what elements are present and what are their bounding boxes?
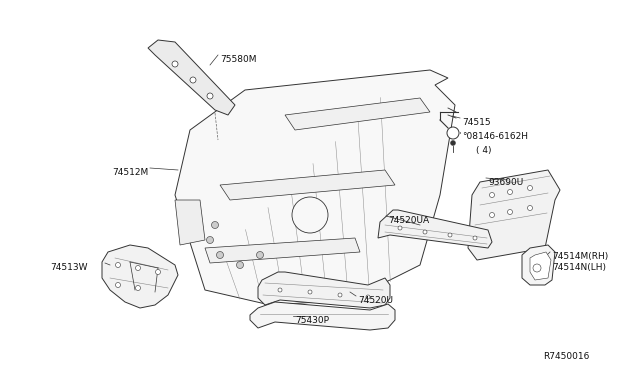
- Circle shape: [190, 77, 196, 83]
- Circle shape: [308, 290, 312, 294]
- Circle shape: [533, 264, 541, 272]
- Text: ( 4): ( 4): [476, 146, 492, 155]
- Polygon shape: [285, 98, 430, 130]
- Circle shape: [366, 295, 370, 299]
- Circle shape: [490, 212, 495, 218]
- Circle shape: [490, 192, 495, 198]
- Text: 74520UA: 74520UA: [388, 216, 429, 225]
- Text: 74514N(LH): 74514N(LH): [552, 263, 606, 272]
- Circle shape: [211, 221, 218, 228]
- Text: 74514M(RH): 74514M(RH): [552, 252, 608, 261]
- Polygon shape: [148, 40, 235, 115]
- Circle shape: [473, 236, 477, 240]
- Circle shape: [448, 233, 452, 237]
- Text: °08146-6162H: °08146-6162H: [462, 132, 528, 141]
- Polygon shape: [102, 245, 178, 308]
- Circle shape: [447, 127, 459, 139]
- Text: 74513W: 74513W: [50, 263, 88, 272]
- Text: 93690U: 93690U: [488, 178, 524, 187]
- Polygon shape: [250, 302, 395, 330]
- Polygon shape: [468, 170, 560, 260]
- Circle shape: [451, 141, 456, 145]
- Circle shape: [115, 282, 120, 288]
- Polygon shape: [530, 252, 551, 280]
- Circle shape: [398, 226, 402, 230]
- Polygon shape: [522, 245, 555, 285]
- Circle shape: [527, 205, 532, 211]
- Polygon shape: [378, 210, 492, 248]
- Circle shape: [257, 251, 264, 259]
- Circle shape: [237, 262, 243, 269]
- Circle shape: [527, 186, 532, 190]
- Polygon shape: [220, 170, 395, 200]
- Text: 74515: 74515: [462, 118, 491, 127]
- Circle shape: [207, 93, 213, 99]
- Circle shape: [423, 230, 427, 234]
- Text: R7450016: R7450016: [543, 352, 590, 361]
- Text: 75580M: 75580M: [220, 55, 257, 64]
- Polygon shape: [175, 70, 455, 305]
- Circle shape: [216, 251, 223, 259]
- Circle shape: [508, 189, 513, 195]
- Circle shape: [172, 61, 178, 67]
- Text: B: B: [451, 131, 456, 135]
- Polygon shape: [175, 200, 205, 245]
- Polygon shape: [258, 272, 390, 308]
- Circle shape: [156, 269, 161, 275]
- Circle shape: [278, 288, 282, 292]
- Circle shape: [338, 293, 342, 297]
- Circle shape: [207, 237, 214, 244]
- Polygon shape: [205, 238, 360, 263]
- Circle shape: [508, 209, 513, 215]
- Circle shape: [136, 285, 141, 291]
- Circle shape: [115, 263, 120, 267]
- Text: 75430P: 75430P: [295, 316, 329, 325]
- Circle shape: [136, 266, 141, 270]
- Text: 74520U: 74520U: [358, 296, 393, 305]
- Text: 74512M: 74512M: [112, 168, 148, 177]
- Circle shape: [292, 197, 328, 233]
